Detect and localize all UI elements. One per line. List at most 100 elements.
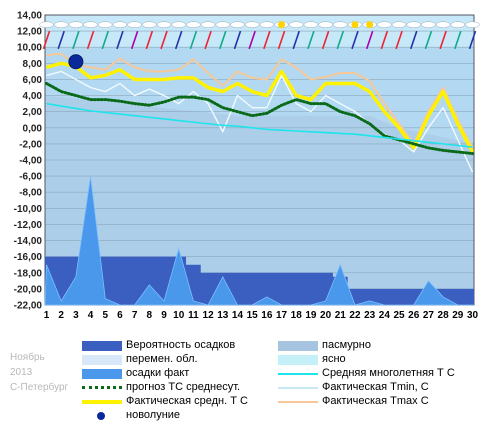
y-tick-label: -14,00 [14, 236, 43, 247]
x-tick-label: 17 [276, 310, 288, 321]
x-tick-label: 21 [335, 310, 347, 321]
legend-swatch-variable-cloud [82, 355, 122, 365]
wind-arrow-icon [439, 30, 447, 50]
wind-arrow-icon [292, 30, 300, 50]
legend-label: осадки факт [126, 367, 190, 379]
wind-arrow-icon [277, 30, 286, 50]
wind-arrow-icon [233, 30, 242, 50]
y-tick-label: -16,00 [14, 252, 43, 263]
y-tick-label: -12,00 [14, 220, 43, 231]
y-tick-label: 8,00 [23, 59, 43, 70]
cloud-icon [83, 21, 98, 28]
cloud-icon [156, 21, 172, 28]
y-tick-label: 0,00 [23, 123, 43, 134]
legend-label: новолуние [126, 409, 181, 421]
caption-city: С-Петербург [10, 382, 69, 393]
precip-fact-area [44, 176, 474, 306]
legend-label: Фактическая Tmax С [322, 395, 429, 407]
x-tick-label: 2 [58, 310, 64, 321]
legend-swatch-precip-fact [82, 369, 122, 379]
wind-arrow-icon [72, 30, 80, 50]
cloud-icon [450, 21, 466, 28]
wind-arrow-icon [380, 30, 389, 50]
wind-arrow-icon [351, 30, 359, 50]
x-axis-ticks: 1 2 3 4 5 6 7 8 9 10 11 12 13 14 15 16 17 18 19 20 21 22 23 24 2… [44, 310, 479, 321]
wind-arrow-icon [424, 30, 433, 50]
sun-icon [366, 21, 374, 29]
wind-arrow-icon [189, 30, 198, 50]
x-tick-label: 20 [320, 310, 332, 321]
wind-arrow-icon [42, 30, 51, 50]
newmoon-marker [68, 54, 84, 70]
x-tick-label: 6 [117, 310, 123, 321]
legend-swatch-tavg [82, 400, 122, 404]
y-tick-label: -2,00 [19, 139, 42, 150]
x-tick-label: 28 [438, 310, 450, 321]
y-tick-label: 14,00 [17, 11, 42, 22]
wind-arrow-icon [116, 30, 124, 50]
overcast-area [45, 95, 474, 305]
normal-line [46, 102, 473, 148]
legend: Вероятность осадков пасмурно перемен. об… [0, 339, 486, 425]
tmax-line [46, 52, 474, 149]
x-tick-label: 9 [161, 310, 167, 321]
y-tick-label: -20,00 [14, 284, 43, 295]
wind-arrow-icon [248, 30, 256, 50]
cloud-icon [230, 21, 245, 28]
temperature-lines [45, 52, 475, 173]
legend-label: Фактическая Tmin, С [322, 381, 429, 393]
wind-arrow-icon [101, 30, 110, 50]
cloud-icon [318, 21, 333, 28]
legend-swatch-forecast [82, 386, 122, 389]
legend-label: Фактическая средн. Т С [126, 395, 248, 407]
x-tick-label: 1 [44, 310, 50, 321]
cloud-icon [142, 21, 157, 28]
wind-arrow-icon [145, 30, 154, 50]
wind-arrow-icon [307, 30, 315, 50]
wind-arrow-icon [130, 30, 139, 50]
wind-arrow-icon [336, 30, 345, 50]
x-tick-label: 27 [423, 310, 435, 321]
y-tick-label: 4,00 [23, 91, 43, 102]
cloud-icon [200, 21, 216, 28]
cloud-icon [259, 21, 275, 28]
wind-arrow-icon [321, 30, 330, 50]
wind-arrow-icon [365, 30, 374, 50]
cloud-icon [406, 21, 421, 28]
legend-label: пасмурно [322, 339, 371, 351]
cloud-icon [435, 21, 451, 28]
cloud-icon [215, 21, 231, 28]
cloud-icon [465, 21, 480, 28]
x-tick-label: 16 [261, 310, 273, 321]
cloud-icon [333, 21, 348, 28]
cloud-icon [244, 21, 260, 28]
cloud-icon [421, 21, 436, 28]
y-tick-label: -6,00 [19, 172, 42, 183]
caption-month: Ноябрь [10, 352, 45, 363]
y-tick-label: -22,00 [14, 301, 43, 312]
sun-icon [278, 21, 286, 29]
wind-arrow-icon [409, 30, 418, 50]
sun-icon [351, 21, 359, 29]
x-tick-label: 24 [379, 310, 391, 321]
legend-swatch-tmin [278, 387, 318, 389]
wind-arrow-icon [86, 30, 95, 50]
x-tick-label: 25 [393, 310, 405, 321]
y-tick-label: -10,00 [14, 204, 43, 215]
grid [44, 14, 475, 306]
cloud-icon [391, 21, 407, 28]
x-tick-label: 8 [147, 310, 153, 321]
wind-arrow-icon [160, 30, 168, 50]
legend-label: ясно [322, 353, 346, 365]
legend-label: перемен. обл. [126, 353, 198, 365]
x-tick-label: 3 [73, 310, 79, 321]
cloud-icon [39, 21, 54, 28]
weather-icon-row [39, 21, 480, 50]
wind-arrow-icon [468, 30, 477, 50]
tavg-line [46, 61, 475, 153]
legend-swatch-overcast [278, 341, 318, 351]
wind-arrow-icon [395, 30, 403, 50]
legend-label: Вероятность осадков [126, 339, 236, 351]
x-tick-label: 10 [173, 310, 185, 321]
